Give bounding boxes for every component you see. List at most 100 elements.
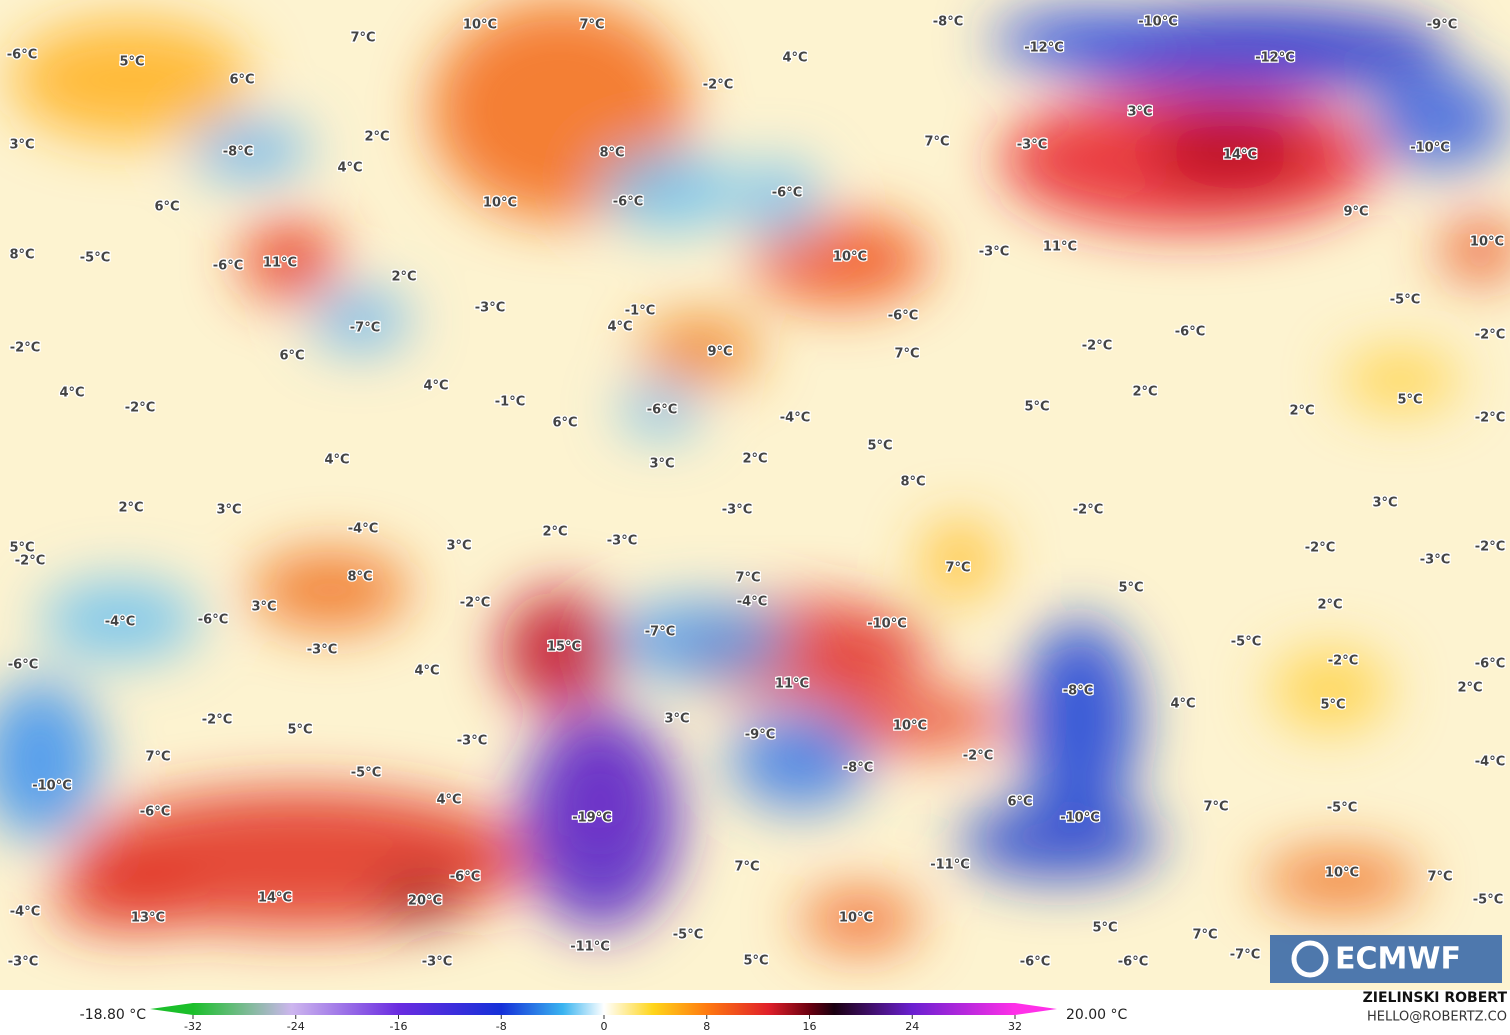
- colorbar-max-arrow: [1015, 1003, 1057, 1015]
- field-blob: [990, 10, 1170, 70]
- field-blob: [1270, 650, 1390, 730]
- temperature-label: -2°C: [1082, 339, 1112, 354]
- temperature-label: -5°C: [673, 928, 703, 943]
- temperature-label: -7°C: [645, 625, 675, 640]
- temperature-label: -7°C: [350, 321, 380, 336]
- temperature-label: 10°C: [839, 911, 873, 926]
- field-blob: [1260, 850, 1420, 910]
- temperature-label: 3°C: [1372, 496, 1397, 511]
- temperature-label: -2°C: [15, 554, 45, 569]
- colorbar-ticks: -32 -24 -16 -8 0 8 16 24 32: [184, 1015, 1022, 1033]
- temperature-label: -4°C: [780, 411, 810, 426]
- temperature-label: -10°C: [867, 617, 907, 632]
- temperature-label: 3°C: [664, 712, 689, 727]
- field-blob: [50, 870, 210, 930]
- temperature-label: 6°C: [279, 349, 304, 364]
- temperature-label: -8°C: [933, 15, 963, 30]
- map-labels: -6°C 5°C 7°C 10°C 7°C -8°C -10°C -9°C 6°C -12°C -1…: [6, 13, 1507, 971]
- temperature-label: -9°C: [1427, 18, 1457, 33]
- temperature-label: -3°C: [8, 955, 38, 970]
- temperature-label: -6°C: [450, 870, 480, 885]
- temperature-label: 9°C: [1343, 205, 1368, 220]
- temperature-label: 2°C: [1132, 385, 1157, 400]
- temperature-label: 4°C: [436, 793, 461, 808]
- temperature-label: -1°C: [625, 304, 655, 319]
- temperature-label: -2°C: [1475, 411, 1505, 426]
- temperature-label: 6°C: [229, 73, 254, 88]
- temperature-label: -2°C: [1475, 328, 1505, 343]
- temperature-label: -3°C: [979, 245, 1009, 260]
- legend-max: 20.00 °C: [1066, 1007, 1128, 1023]
- field-blob: [310, 290, 410, 350]
- field-blob: [960, 800, 1160, 880]
- field-blob: [190, 120, 310, 180]
- temperature-label: 8°C: [900, 475, 925, 490]
- temperature-label: -9°C: [745, 728, 775, 743]
- temperature-label: -6°C: [198, 613, 228, 628]
- field-blob: [1340, 350, 1460, 410]
- logo-text: ECMWF: [1335, 942, 1461, 977]
- temperature-label: 2°C: [118, 501, 143, 516]
- field-blob: [750, 215, 930, 305]
- field-blob: [610, 600, 790, 680]
- temperature-label: -6°C: [140, 805, 170, 820]
- field-blob: [500, 590, 620, 710]
- field-blob: [10, 20, 250, 140]
- temperature-label: 6°C: [1007, 795, 1032, 810]
- temperature-label: 2°C: [391, 270, 416, 285]
- temperature-label: 2°C: [1289, 404, 1314, 419]
- temperature-label: -10°C: [1060, 811, 1100, 826]
- temperature-label: -2°C: [125, 401, 155, 416]
- temperature-label: -6°C: [888, 309, 918, 324]
- temperature-label: -6°C: [1475, 657, 1505, 672]
- temperature-label: -3°C: [722, 503, 752, 518]
- temperature-label: 3°C: [1127, 105, 1152, 120]
- colorbar-tick-label: -32: [184, 1020, 202, 1033]
- temperature-label: -3°C: [457, 734, 487, 749]
- temperature-label: 10°C: [1325, 866, 1359, 881]
- legend-min: -18.80 °C: [80, 1007, 147, 1023]
- temperature-label: 5°C: [1024, 400, 1049, 415]
- colorbar-tick-label: 8: [703, 1020, 710, 1033]
- temperature-label: -4°C: [10, 905, 40, 920]
- temperature-label: 5°C: [867, 439, 892, 454]
- credit-contact: HELLO@ROBERTZ.CO: [1367, 1010, 1507, 1025]
- temperature-label: 5°C: [1397, 393, 1422, 408]
- temperature-label: -8°C: [1063, 684, 1093, 699]
- temperature-label: 7°C: [579, 18, 604, 33]
- field-blob: [560, 740, 640, 860]
- field-blob: [640, 315, 760, 385]
- temperature-label: -6°C: [213, 259, 243, 274]
- colorbar-tick-label: 24: [905, 1020, 919, 1033]
- field-blob: [250, 550, 410, 630]
- temperature-label: -3°C: [475, 301, 505, 316]
- temperature-label: 5°C: [1092, 921, 1117, 936]
- temperature-label: 7°C: [350, 31, 375, 46]
- temperature-label: 3°C: [446, 539, 471, 554]
- temperature-label: -5°C: [351, 766, 381, 781]
- temperature-field: [0, 0, 1510, 950]
- colorbar-tick-label: 16: [803, 1020, 817, 1033]
- temperature-label: 5°C: [119, 55, 144, 70]
- temperature-label: 3°C: [251, 600, 276, 615]
- temperature-label: 5°C: [9, 541, 34, 556]
- temperature-label: -5°C: [1473, 893, 1503, 908]
- temperature-label: 14°C: [258, 891, 292, 906]
- temperature-label: -5°C: [1390, 293, 1420, 308]
- colorbar-tick-label: 0: [601, 1020, 608, 1033]
- temperature-label: -6°C: [7, 48, 37, 63]
- temperature-label: -2°C: [460, 596, 490, 611]
- temperature-label: -10°C: [32, 779, 72, 794]
- temperature-label: -2°C: [1328, 654, 1358, 669]
- temperature-label: -2°C: [963, 749, 993, 764]
- temperature-label: -4°C: [737, 595, 767, 610]
- temperature-label: 7°C: [1427, 870, 1452, 885]
- temperature-label: 4°C: [782, 51, 807, 66]
- temperature-label: -2°C: [1305, 541, 1335, 556]
- colorbar-min-arrow: [150, 1003, 193, 1015]
- temperature-label: 3°C: [216, 503, 241, 518]
- temperature-label: 10°C: [893, 719, 927, 734]
- temperature-label: -3°C: [1420, 553, 1450, 568]
- temperature-label: 4°C: [324, 453, 349, 468]
